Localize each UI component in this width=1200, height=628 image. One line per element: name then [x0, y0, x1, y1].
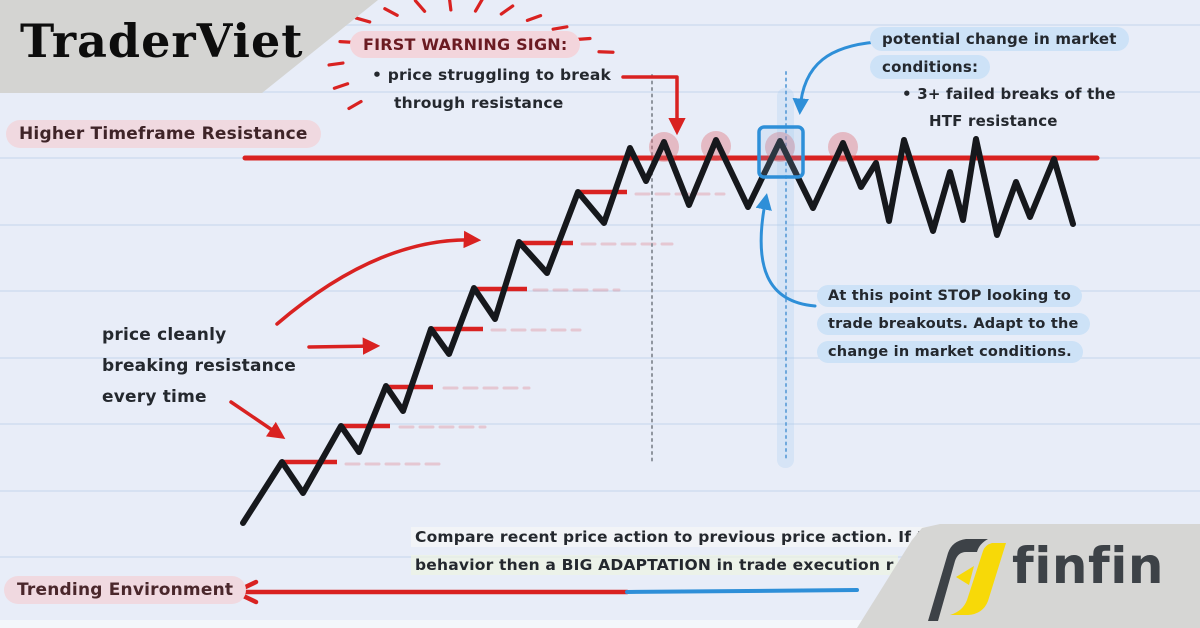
emphasis-dash [332, 82, 350, 90]
focus-box [757, 125, 805, 179]
potential-change-bullet-line2: HTF resistance [929, 112, 1058, 130]
emphasis-dash [383, 7, 399, 17]
red-arrow [275, 230, 482, 326]
emphasis-dash [413, 0, 427, 13]
page-bottom-edge [0, 620, 1200, 628]
trending-environment-label: Trending Environment [4, 576, 247, 604]
stop-note-line3: change in market conditions. [817, 341, 1083, 363]
traderviet-logo-text: TraderViet [20, 14, 304, 68]
emphasis-dash [499, 4, 515, 16]
htf-resistance-label: Higher Timeframe Resistance [6, 120, 321, 148]
red-arrow [307, 337, 381, 355]
finfin-logo-text: finfin [1012, 537, 1164, 595]
stop-note-line1: At this point STOP looking to [817, 285, 1083, 307]
emphasis-dash [327, 61, 345, 67]
emphasis-dash [354, 16, 372, 24]
blue-arrow [755, 193, 817, 308]
first-warning-bullet-line2: through resistance [394, 94, 564, 112]
breaking-note-line2: breaking resistance [102, 356, 296, 376]
emphasis-dash [525, 14, 543, 22]
stop-note-line2: trade breakouts. Adapt to the [817, 313, 1090, 335]
potential-change-bullet-line1: • 3+ failed breaks of the [902, 85, 1116, 103]
blue-glow-band [777, 88, 794, 468]
price-line [240, 136, 1076, 526]
breaking-note-line1: price cleanly [102, 325, 227, 345]
potential-change-line1: potential change in market [870, 27, 1129, 51]
finfin-logo-icon [928, 539, 1006, 621]
potential-change-line2: conditions: [870, 55, 991, 79]
emphasis-dash [347, 99, 363, 111]
trending-arrow-blue [625, 588, 859, 594]
breaking-note-line3: every time [102, 387, 207, 407]
emphasis-dash [447, 0, 453, 12]
red-arrow [229, 400, 286, 439]
emphasis-dash [473, 0, 485, 13]
compare-note-line1: Compare recent price action to previous … [411, 527, 940, 547]
compare-note-line2: behavior then a BIG ADAPTATION in trade … [411, 555, 898, 575]
first-warning-bullet-line1: • price struggling to break [372, 66, 611, 84]
emphasis-dash [551, 25, 569, 31]
red-arrow [621, 75, 686, 136]
blue-arrow [792, 40, 878, 115]
first-warning-title: FIRST WARNING SIGN: [350, 31, 581, 58]
